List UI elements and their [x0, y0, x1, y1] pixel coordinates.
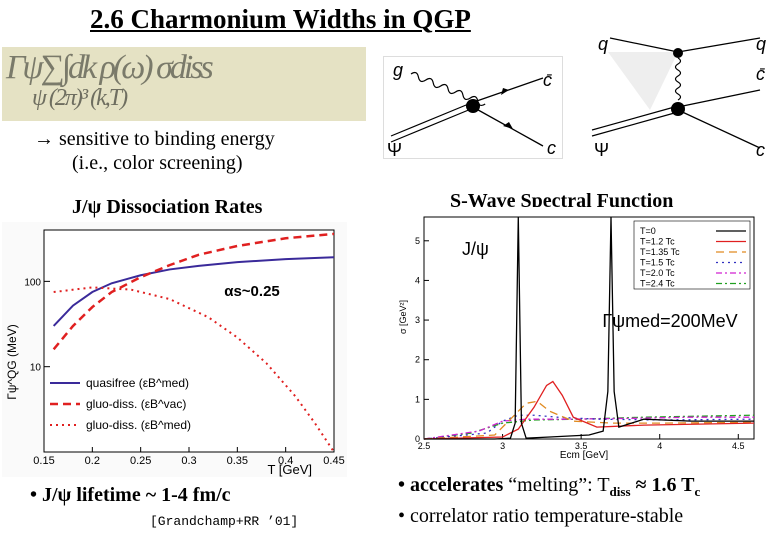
- x-tick-label: 0.15: [33, 455, 54, 467]
- c-subscript: c: [694, 484, 701, 499]
- x-tick-label: 4: [657, 441, 662, 451]
- accelerates-rest: “melting”: T: [503, 474, 610, 496]
- x-tick-label: 4.5: [732, 441, 745, 451]
- x-tick-label: 0.35: [227, 455, 248, 467]
- y-tick-label: 5: [415, 236, 420, 246]
- label-psi: Ψ: [387, 140, 402, 159]
- y-tick-label: 0: [415, 434, 420, 444]
- sensitivity-line-1: → sensitive to binding energy: [34, 128, 275, 150]
- sensitivity-line-2: (i.e., color screening): [72, 152, 243, 174]
- formula-image: Γψ∑∫dk ρ(ω) σdiss ψ (2π)³ (k,T): [2, 47, 366, 121]
- x-tick-label: 0.25: [130, 455, 151, 467]
- series-line-t-2-0-tc: [423, 416, 754, 440]
- x-tick-label: 0.2: [85, 455, 100, 467]
- label-c-right: c: [756, 140, 765, 160]
- y-tick-label: 3: [415, 315, 420, 325]
- legend-label: quasifree (εB^med): [86, 376, 189, 390]
- x-tick-label: 3: [500, 441, 505, 451]
- x-tick-label: 2.5: [418, 441, 431, 451]
- feynman-diagram-quark: q q c̄ Ψ c: [591, 34, 766, 160]
- legend-label: T=1.35 Tc: [640, 247, 680, 257]
- legend-label: T=1.2 Tc: [640, 237, 675, 247]
- legend-label: T=0: [640, 226, 656, 236]
- accelerates-bullet: • accelerates “melting”: Tdiss ≈ 1.6 Tc: [398, 474, 700, 500]
- label-q-right: q: [756, 34, 766, 54]
- x-axis-label-left: T [GeV]: [267, 462, 312, 477]
- x-tick-label: 0.4: [278, 455, 293, 467]
- x-tick-label: 0.45: [323, 455, 344, 467]
- y-axis-label-left: Γψ^QG (MeV): [5, 324, 19, 399]
- slide-title: 2.6 Charmonium Widths in QGP: [90, 4, 471, 34]
- legend-label: gluo-diss. (εB^med): [86, 418, 191, 432]
- diss-subscript: diss: [609, 484, 631, 499]
- legend-label: T=2.4 Tc: [640, 279, 675, 289]
- y-tick-label: 4: [415, 275, 420, 285]
- series-line-t-1-35-tc: [423, 400, 755, 440]
- x-tick-label: 3.5: [575, 441, 588, 451]
- series-line-gluo-diss-med: [53, 286, 335, 453]
- y-axis-label-right: σ [GeV²]: [398, 300, 408, 334]
- lifetime-text: • J/ψ lifetime ~ 1-4 fm/c: [30, 484, 231, 506]
- label-c: c: [547, 138, 556, 158]
- series-line-t-0: [424, 216, 754, 440]
- series-line-t-1-5-tc: [423, 414, 755, 440]
- approx-text: ≈ 1.6 T: [630, 474, 695, 496]
- x-axis-label-right: Ecm [GeV]: [560, 450, 609, 460]
- formula-glyphs-bottom: ψ (2π)³ (k,T): [32, 85, 128, 111]
- right-chart-heading: S-Wave Spectral Function: [450, 190, 674, 212]
- legend-label: T=1.5 Tc: [640, 258, 675, 268]
- y-tick-label: 10: [30, 363, 42, 374]
- legend-box: [633, 220, 751, 290]
- legend-label: gluo-diss. (εB^vac): [86, 397, 186, 411]
- x-tick-label: 0.3: [181, 455, 196, 467]
- alpha-s-annotation: αs~0.25: [224, 283, 280, 300]
- reference-citation: [Grandchamp+RR ’01]: [150, 514, 299, 529]
- lifetime-bullet: • J/ψ lifetime ~ 1-4 fm/c: [30, 484, 231, 507]
- label-cbar: c̄: [543, 70, 552, 90]
- formula-glyphs-top: Γψ∑∫dk ρ(ω) σdiss: [6, 49, 214, 86]
- spectral-function-chart: 2.5 3 3.5 4 4.5 0 1 2 3 4 5 J/ψ Γψmed=200MeV Ecm […: [398, 207, 763, 460]
- label-psi-right: Ψ: [594, 140, 609, 160]
- feynman-diagram-gluon: g c̄ Ψ c: [383, 56, 563, 159]
- label-g: g: [393, 60, 403, 80]
- y-tick-label: 2: [415, 355, 420, 365]
- dissociation-rate-chart: 0.15 0.2 0.25 0.3 0.35 0.4 0.45 10 100 T [GeV] Γ…: [2, 222, 347, 477]
- label-cbar-right: c̄: [756, 64, 765, 84]
- series-line-quasifree: [52, 256, 335, 327]
- label-q-left: q: [598, 34, 608, 54]
- y-tick-label: 1: [415, 394, 420, 404]
- correlator-bullet: • correlator ratio temperature-stable: [398, 505, 684, 527]
- legend-label: T=2.0 Tc: [640, 268, 675, 278]
- spectral-subtitle: J/ψ: [462, 239, 489, 259]
- gamma-annotation: Γψmed=200MeV: [602, 311, 737, 331]
- left-chart-heading: J/ψ Dissociation Rates: [72, 196, 263, 218]
- accelerates-bold: • accelerates: [398, 474, 504, 496]
- y-tick-label: 100: [24, 277, 41, 288]
- series-line-gluo-diss-vac: [52, 232, 335, 351]
